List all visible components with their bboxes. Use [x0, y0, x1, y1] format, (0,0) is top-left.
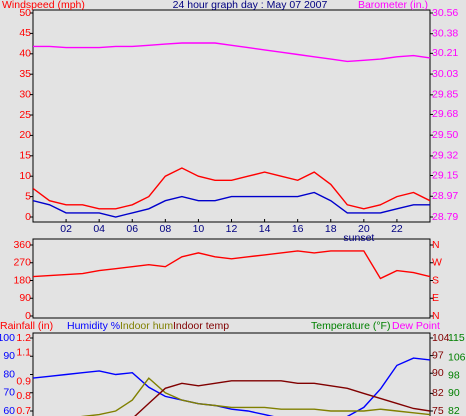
y-tick-label: W	[432, 257, 442, 269]
y-tick-label: 106	[448, 352, 466, 364]
y-tick-label: 0	[25, 211, 31, 223]
y-tick-label: 115	[448, 332, 465, 344]
x-tick-label: 06	[126, 223, 138, 235]
panel-temp-frame	[32, 332, 431, 416]
y-tick-label: 82	[448, 405, 460, 416]
y-tick-label: 15	[19, 150, 31, 162]
y-tick-label: 29.68	[432, 108, 458, 120]
y-tick-label: 90	[432, 367, 444, 379]
x-tick-label: 16	[292, 223, 304, 235]
y-tick-label: 30.03	[432, 68, 458, 80]
data-line	[33, 250, 430, 280]
axis-label: Barometer (in.)	[358, 0, 428, 11]
y-tick-label: 82	[432, 387, 444, 399]
y-tick-label: 100	[0, 332, 15, 344]
axis-label: Windspeed (mph)	[2, 0, 85, 11]
y-tick-label: 20	[19, 129, 31, 141]
y-tick-label: N	[432, 239, 440, 251]
y-tick-label: 29.15	[432, 169, 458, 181]
y-tick-label: 0.9	[16, 376, 31, 388]
x-tick-label: 18	[325, 223, 337, 235]
y-tick-label: 28.79	[432, 211, 458, 223]
y-tick-label: 30.38	[432, 28, 458, 40]
y-tick-label: 28.97	[432, 190, 458, 202]
chart-title: 24 hour graph day : May 07 2007	[173, 0, 328, 11]
y-tick-label: 45	[19, 27, 31, 39]
y-tick-label: 29.32	[432, 150, 458, 162]
y-tick-label: 30.21	[432, 47, 458, 59]
y-tick-label: 29.50	[432, 129, 458, 141]
legend-label: Temperature (°F)	[311, 320, 390, 332]
data-line	[80, 377, 430, 416]
series-group	[33, 357, 430, 416]
y-tick-label: 97	[432, 349, 444, 361]
y-tick-label: E	[432, 292, 439, 304]
y-tick-label: 104	[432, 332, 450, 344]
x-tick-label: 20	[358, 223, 370, 235]
data-line	[33, 167, 430, 210]
data-line	[134, 380, 430, 416]
panel-direction-frame	[32, 238, 431, 319]
y-tick-label: 1.1	[16, 346, 31, 358]
y-tick-label: 80	[3, 368, 15, 380]
y-tick-label: 40	[19, 48, 31, 60]
series-group	[33, 250, 430, 280]
data-line	[33, 357, 430, 416]
x-tick-label: 04	[93, 223, 105, 235]
data-line	[33, 191, 430, 218]
y-tick-label: 360	[13, 239, 31, 251]
y-tick-label: 98	[448, 369, 460, 381]
y-tick-label: 30	[19, 88, 31, 100]
legend-label: Rainfall (in)	[0, 320, 53, 332]
y-tick-label: 180	[13, 274, 31, 286]
y-tick-label: 75	[432, 405, 444, 416]
panel-wind-frame	[32, 9, 431, 223]
y-tick-label: 25	[19, 109, 31, 121]
y-tick-label: 60	[3, 405, 15, 416]
x-tick-label: 12	[226, 223, 238, 235]
legend-label: Indoor hum	[120, 320, 173, 332]
y-tick-label: 30.56	[432, 7, 458, 19]
x-tick-label: 10	[193, 223, 205, 235]
y-tick-label: 90	[19, 292, 31, 304]
legend-label: Humidity %	[67, 320, 120, 332]
data-line	[33, 42, 430, 63]
y-tick-label: 5	[25, 190, 31, 202]
legend-label: Indoor temp	[173, 320, 229, 332]
y-tick-label: 35	[19, 68, 31, 80]
y-tick-label: 29.85	[432, 89, 458, 101]
x-tick-label: 14	[259, 223, 271, 235]
x-tick-label: 22	[391, 223, 403, 235]
y-tick-label: 0.7	[16, 405, 31, 416]
y-tick-label: S	[432, 274, 439, 286]
y-tick-label: 0	[25, 310, 31, 322]
x-tick-label: 02	[60, 223, 72, 235]
y-tick-label: 90	[448, 387, 460, 399]
series-group	[33, 42, 430, 218]
y-tick-label: 270	[13, 257, 31, 269]
y-tick-label: N	[432, 310, 440, 322]
legend-label: Dew Point	[392, 320, 440, 332]
y-tick-label: 70	[3, 387, 15, 399]
y-tick-label: 50	[19, 7, 31, 19]
y-tick-label: 10	[19, 170, 31, 182]
annotation: sunset	[343, 232, 374, 244]
x-tick-label: 08	[159, 223, 171, 235]
y-tick-label: 90	[3, 350, 15, 362]
y-tick-label: 1.2	[16, 332, 31, 344]
y-tick-label: 0.8	[16, 390, 31, 402]
